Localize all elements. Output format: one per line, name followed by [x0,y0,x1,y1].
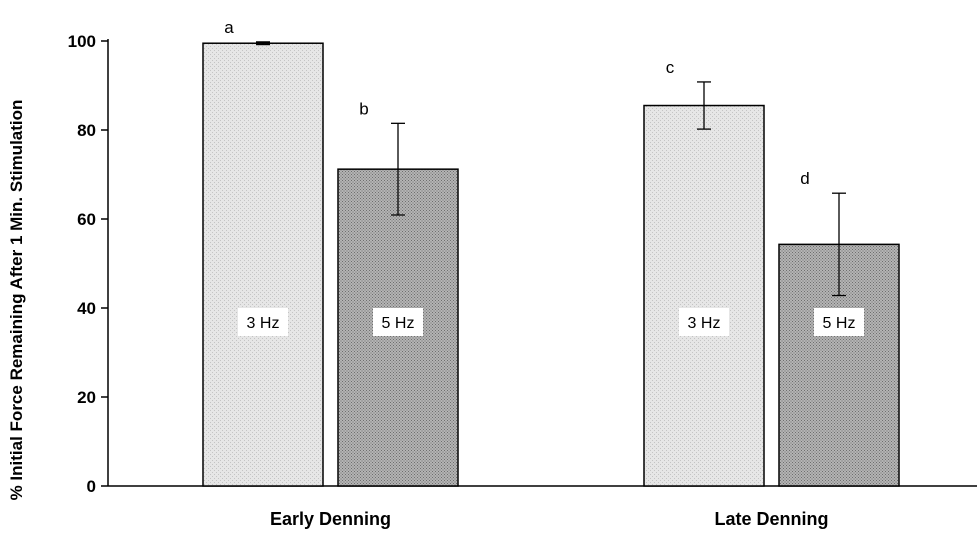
significance-label: c [666,58,675,77]
bar-label-box [238,308,288,336]
bar [643,104,765,487]
y-tick-label: 20 [77,388,96,407]
bar-label: 3 Hz [247,315,280,332]
x-category-label: Late Denning [714,509,828,529]
bar-label-box [373,308,423,336]
y-tick-label: 60 [77,210,96,229]
significance-label: b [359,99,368,118]
significance-label: d [800,169,809,188]
plot-area: 0 20 40 60 80 100 a 3 Hz c 3 Hz b 5 Hz d 5 Hz Early De… [68,18,977,529]
y-tick-label: 100 [68,32,96,51]
bar-label: 5 Hz [382,315,415,332]
bar-label-box [814,308,864,336]
y-tick-label: 80 [77,121,96,140]
bar-label-box [679,308,729,336]
bar-label: 3 Hz [688,315,721,332]
x-category-label: Early Denning [270,509,391,529]
y-axis-label: % Initial Force Remaining After 1 Min. S… [7,100,26,501]
y-tick-label: 0 [87,477,96,496]
bar-label: 5 Hz [823,315,856,332]
bar [202,42,324,487]
y-tick-label: 40 [77,299,96,318]
significance-label: a [224,18,234,37]
